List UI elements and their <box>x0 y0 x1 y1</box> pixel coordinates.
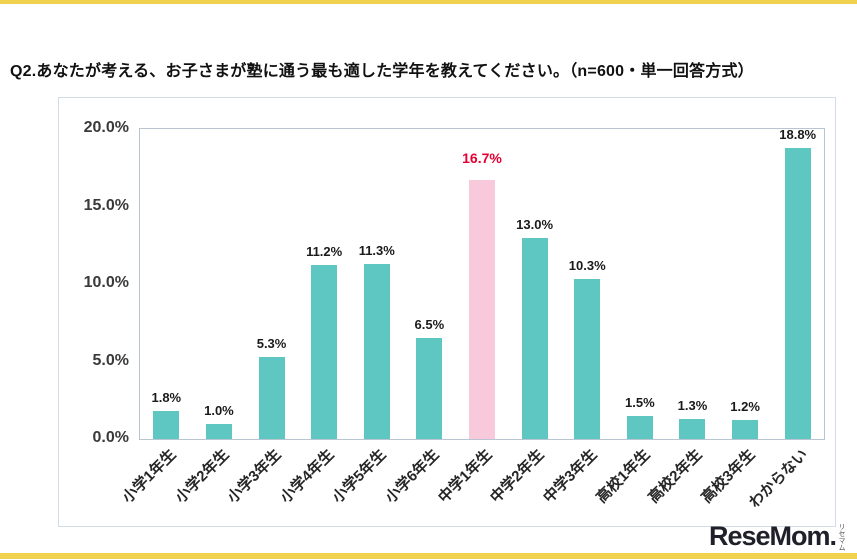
bar-value-label: 1.8% <box>151 390 182 406</box>
x-axis-label: 中学3年生 <box>540 446 601 507</box>
bar <box>679 418 706 439</box>
bar <box>469 180 495 439</box>
bar-value-label: 6.5% <box>414 317 445 333</box>
x-axis-label: 中学1年生 <box>434 446 496 507</box>
x-axis-label: 高校1年生 <box>592 446 654 507</box>
y-axis-tick-label: 10.0% <box>83 274 129 291</box>
x-axis-label: 高校2年生 <box>645 446 706 507</box>
bar-value-label: 1.2% <box>730 399 760 415</box>
bar <box>363 263 390 439</box>
bar <box>258 356 285 439</box>
bar <box>784 147 811 439</box>
bar-value-label: 1.3% <box>677 397 708 413</box>
bar-value-label: 16.7% <box>462 150 502 167</box>
bar-value-label: 1.0% <box>204 402 234 418</box>
y-axis-tick-label: 15.0% <box>83 196 129 214</box>
bar-value-label: 11.2% <box>306 244 343 260</box>
x-axis-label: 中学2年生 <box>487 446 548 507</box>
bar <box>416 338 443 439</box>
resemom-logo-text: ReseMom. <box>708 521 837 551</box>
x-axis-label: 小学6年生 <box>382 446 443 507</box>
bar <box>574 279 601 439</box>
bar <box>311 265 338 439</box>
bar-value-label: 10.3% <box>568 258 606 274</box>
bar <box>732 420 759 439</box>
bar-value-label: 5.3% <box>256 335 287 351</box>
x-axis-label: 小学1年生 <box>119 446 180 507</box>
bottom-accent-strip <box>0 553 857 559</box>
bar <box>153 411 180 439</box>
x-axis-label: 小学3年生 <box>224 446 285 507</box>
x-axis-label: 小学2年生 <box>171 446 233 507</box>
top-accent-strip <box>0 0 857 4</box>
bar <box>626 415 653 439</box>
y-axis-tick-label: 0.0% <box>92 429 129 446</box>
bar-value-label: 13.0% <box>516 216 554 232</box>
bar <box>205 423 232 439</box>
y-axis-labels: 0.0% 5.0% 10.0% 15.0% 20.0% <box>59 119 129 446</box>
x-axis-label: 小学5年生 <box>329 446 390 507</box>
question-title: Q2.あなたが考える、お子さまが塾に通う最も適した学年を教えてください。（n=6… <box>10 63 754 80</box>
resemom-logo-subtext: リセマム <box>838 523 845 551</box>
bar-value-label: 11.3% <box>358 242 395 258</box>
plot-area: 1.8% 1.0% 5.3% 11.2% 11.3% 6.5% 16.7% 13.0% 10.3… <box>139 126 825 440</box>
y-axis-tick-label: 20.0% <box>83 119 129 136</box>
y-axis-tick-label: 5.0% <box>92 351 129 369</box>
bar-chart: 0.0% 5.0% 10.0% 15.0% 20.0% 1.8% 1.0% 5.3% 11.2… <box>58 97 836 527</box>
bar <box>521 237 548 439</box>
x-axis-label: 小学4年生 <box>276 446 338 507</box>
resemom-logo: ReseMom. リセマム <box>708 521 845 552</box>
x-axis-labels: 小学1年生 小学2年生 小学3年生 小学4年生 小学5年生 小学6年生 中学1年生 中学2年生… <box>119 440 823 522</box>
bar-value-label: 1.5% <box>625 394 655 410</box>
bar-value-label: 18.8% <box>779 126 817 142</box>
